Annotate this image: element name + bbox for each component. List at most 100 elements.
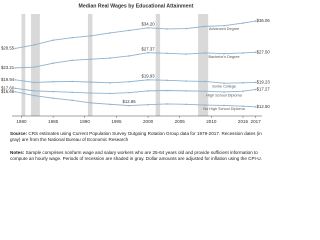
data-point	[71, 91, 73, 94]
x-tick-label: 2017	[251, 119, 262, 124]
data-point	[14, 47, 16, 50]
data-point	[223, 24, 225, 27]
x-tick-label: 1995	[111, 119, 122, 124]
series-line	[15, 51, 256, 69]
value-label: $27.37	[141, 46, 155, 51]
data-point	[52, 39, 54, 42]
data-point	[71, 36, 73, 39]
data-point	[254, 106, 257, 108]
data-point	[90, 92, 92, 94]
data-point	[254, 81, 257, 84]
data-point	[204, 90, 206, 93]
data-point	[166, 79, 168, 82]
data-point	[204, 104, 206, 106]
source-note: Source: CRS estimates using Current Popu…	[10, 131, 265, 143]
data-point	[185, 27, 187, 30]
data-point	[90, 35, 92, 37]
data-point	[166, 89, 168, 92]
data-point	[109, 103, 111, 106]
data-point	[128, 55, 130, 57]
data-point	[90, 58, 92, 60]
data-point	[128, 29, 130, 32]
data-point	[109, 57, 111, 59]
series-line	[15, 91, 256, 108]
notes: Notes: Sample comprises nonfarm wage and…	[10, 150, 265, 162]
data-point	[204, 80, 206, 83]
data-point	[147, 51, 149, 54]
data-point	[166, 103, 168, 105]
data-point	[109, 92, 111, 95]
recession-band	[155, 14, 161, 116]
recession-band	[87, 14, 93, 116]
data-point	[147, 79, 149, 81]
page: {"chart_data":{"type":"line","title":"Me…	[1, 3, 271, 162]
data-point	[33, 90, 35, 92]
x-tick-label: 1990	[80, 119, 91, 124]
data-point	[33, 44, 35, 46]
data-point	[147, 90, 149, 92]
data-point	[109, 32, 111, 34]
value-label: $27.50	[257, 49, 271, 54]
value-label: $19.23	[257, 80, 271, 85]
data-point	[254, 88, 257, 91]
data-point	[33, 81, 35, 84]
value-label: $17.27	[257, 87, 271, 92]
value-label: $36.06	[257, 18, 271, 23]
data-point	[242, 52, 244, 54]
data-point	[71, 80, 73, 83]
data-point	[223, 82, 225, 85]
notes-label: Notes:	[10, 150, 25, 155]
value-label: $17.60	[1, 85, 15, 90]
data-point	[14, 90, 16, 93]
data-point	[14, 87, 16, 90]
recession-band	[198, 14, 209, 116]
x-tick-label: 2015	[238, 119, 249, 124]
data-point	[128, 80, 130, 83]
value-label: $19.93	[141, 73, 155, 78]
value-label: $34.20	[141, 21, 155, 26]
data-point	[204, 52, 206, 54]
data-point	[204, 25, 206, 28]
data-point	[254, 20, 257, 22]
data-point	[52, 80, 54, 83]
series-label: No High School Diploma	[203, 107, 245, 111]
data-point	[128, 104, 130, 107]
data-point	[147, 103, 149, 106]
source-label: Source:	[10, 131, 28, 136]
data-point	[242, 82, 244, 84]
recession-band	[30, 14, 40, 116]
data-point	[185, 103, 187, 106]
data-point	[90, 102, 92, 104]
data-point	[147, 27, 149, 29]
data-point	[14, 67, 16, 69]
source-text: CRS estimates using Current Population S…	[10, 131, 262, 142]
value-label: $23.21	[1, 65, 15, 70]
value-label: $19.94	[1, 77, 15, 82]
data-point	[90, 81, 92, 83]
data-point	[242, 22, 244, 24]
x-tick-label: 2005	[175, 119, 186, 124]
series-line	[15, 20, 256, 49]
x-tick-label: 2010	[206, 119, 217, 124]
data-point	[109, 82, 111, 84]
value-label: $28.55	[1, 46, 15, 51]
chart: Median Real Wages by Educational Attainm…	[1, 3, 271, 124]
data-point	[185, 53, 187, 55]
series-line	[15, 79, 256, 84]
data-point	[223, 104, 225, 107]
data-point	[128, 91, 130, 94]
data-point	[52, 90, 54, 93]
data-point	[33, 66, 35, 68]
data-point	[185, 90, 187, 92]
x-tick-label: 1985	[48, 119, 59, 124]
series-line	[15, 87, 256, 94]
series-label: Bachelor's Degree	[208, 55, 239, 59]
x-tick-label: 2000	[143, 119, 154, 124]
chart-title: Median Real Wages by Educational Attainm…	[79, 3, 194, 9]
series-label: Advanced Degree	[209, 27, 239, 31]
x-tick-label: 1980	[16, 119, 27, 124]
data-point	[254, 51, 257, 54]
data-point	[242, 105, 244, 107]
data-point	[242, 90, 244, 93]
data-point	[223, 52, 225, 55]
